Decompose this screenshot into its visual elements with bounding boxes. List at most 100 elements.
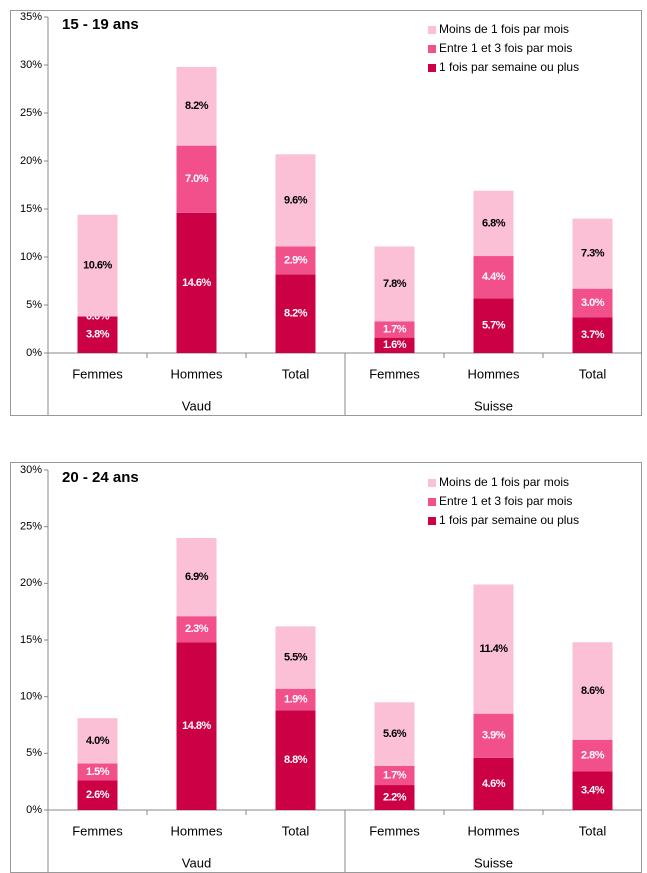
y-tick-label: 30%: [20, 59, 42, 71]
value-label: 1.6%: [383, 339, 407, 351]
bar-segment: [275, 154, 316, 247]
value-label: 1.7%: [383, 323, 407, 335]
bar-segment: [77, 763, 118, 781]
bar-segment: [473, 584, 514, 714]
x-tick-label: Hommes: [467, 366, 520, 381]
value-label: 10.6%: [83, 260, 112, 272]
value-label: 5.7%: [482, 320, 506, 332]
legend-swatch: [428, 64, 436, 72]
legend-label: Entre 1 et 3 fois par mois: [439, 41, 572, 55]
group-label: Vaud: [182, 398, 211, 413]
bar-segment: [473, 190, 514, 257]
bar-segment: [77, 718, 118, 764]
value-label: 4.4%: [482, 271, 506, 283]
value-label: 6.9%: [185, 571, 209, 583]
bar-segment: [275, 246, 316, 275]
legend-swatch: [428, 517, 436, 525]
x-tick-label: Hommes: [170, 366, 223, 381]
y-tick-label: 15%: [20, 634, 42, 646]
value-label: 7.3%: [581, 248, 605, 260]
bar-segment: [77, 316, 118, 353]
bar-segment: [374, 246, 415, 322]
y-tick-label: 5%: [26, 299, 42, 311]
bar-segment: [572, 317, 613, 353]
value-label: 8.6%: [581, 685, 605, 697]
y-tick-label: 30%: [20, 464, 42, 476]
value-label: 8.2%: [284, 308, 308, 320]
bar-segment: [176, 642, 217, 810]
legend-swatch: [428, 498, 436, 506]
x-tick-label: Femmes: [72, 366, 123, 381]
group-label: Suisse: [474, 855, 513, 870]
bar-segment: [275, 274, 316, 353]
bar-segment: [572, 218, 613, 289]
bar-segment: [77, 214, 118, 317]
bar-segment: [374, 765, 415, 786]
y-tick-label: 10%: [20, 691, 42, 703]
value-label: 14.8%: [182, 720, 211, 732]
value-label: 4.0%: [86, 735, 110, 747]
legend-swatch: [428, 45, 436, 53]
x-tick-label: Total: [579, 823, 607, 838]
value-label: 5.5%: [284, 651, 308, 663]
bar-segment: [176, 66, 217, 146]
value-label: 4.6%: [482, 778, 506, 790]
bar-segment: [176, 538, 217, 617]
y-tick-label: 15%: [20, 203, 42, 215]
bar-segment: [473, 713, 514, 758]
legend-label: 1 fois par semaine ou plus: [439, 60, 579, 74]
value-label: 1.5%: [86, 766, 110, 778]
value-label: 2.6%: [86, 789, 110, 801]
value-label: 5.6%: [383, 728, 407, 740]
value-label: 6.8%: [482, 217, 506, 229]
value-label: 8.8%: [284, 754, 308, 766]
legend-label: Moins de 1 fois par mois: [439, 22, 569, 36]
value-label: 3.8%: [86, 329, 110, 341]
y-tick-label: 35%: [20, 11, 42, 23]
chart-title: 20 - 24 ans: [62, 469, 139, 486]
group-label: Suisse: [474, 398, 513, 413]
chart-frame: [10, 10, 642, 416]
y-tick-label: 10%: [20, 251, 42, 263]
legend-label: Entre 1 et 3 fois par mois: [439, 494, 572, 508]
bar-segment: [374, 785, 415, 810]
bar-segment: [275, 710, 316, 810]
legend-swatch: [428, 26, 436, 34]
bar-segment: [572, 771, 613, 810]
y-tick-label: 5%: [26, 747, 42, 759]
bar-segment: [572, 288, 613, 318]
value-label: 3.4%: [581, 785, 605, 797]
legend-label: Moins de 1 fois par mois: [439, 475, 569, 489]
y-tick-label: 0%: [26, 804, 42, 816]
value-label: 3.9%: [482, 730, 506, 742]
bar-segment: [176, 212, 217, 353]
bar-segment: [374, 702, 415, 766]
x-tick-label: Total: [282, 366, 310, 381]
value-label: 2.9%: [284, 254, 308, 266]
bar-segment: [275, 626, 316, 689]
value-label: 9.6%: [284, 194, 308, 206]
x-tick-label: Total: [579, 366, 607, 381]
bar-segment: [572, 739, 613, 772]
x-tick-label: Hommes: [467, 823, 520, 838]
value-label: 3.0%: [581, 297, 605, 309]
x-tick-label: Femmes: [369, 366, 420, 381]
bar-segment: [473, 757, 514, 810]
y-tick-label: 25%: [20, 521, 42, 533]
value-label: 8.2%: [185, 100, 209, 112]
y-tick-label: 25%: [20, 107, 42, 119]
group-label: Vaud: [182, 855, 211, 870]
value-label: 1.9%: [284, 693, 308, 705]
bar-segment: [77, 780, 118, 810]
chart-title: 15 - 19 ans: [62, 16, 139, 33]
value-label: 2.3%: [185, 623, 209, 635]
x-tick-label: Total: [282, 823, 310, 838]
value-label: 7.8%: [383, 278, 407, 290]
bar-segment: [275, 688, 316, 711]
x-tick-label: Femmes: [369, 823, 420, 838]
bar-segment: [572, 642, 613, 740]
bar-segment: [473, 256, 514, 299]
bar-segment: [176, 616, 217, 643]
bar-segment: [374, 337, 415, 353]
